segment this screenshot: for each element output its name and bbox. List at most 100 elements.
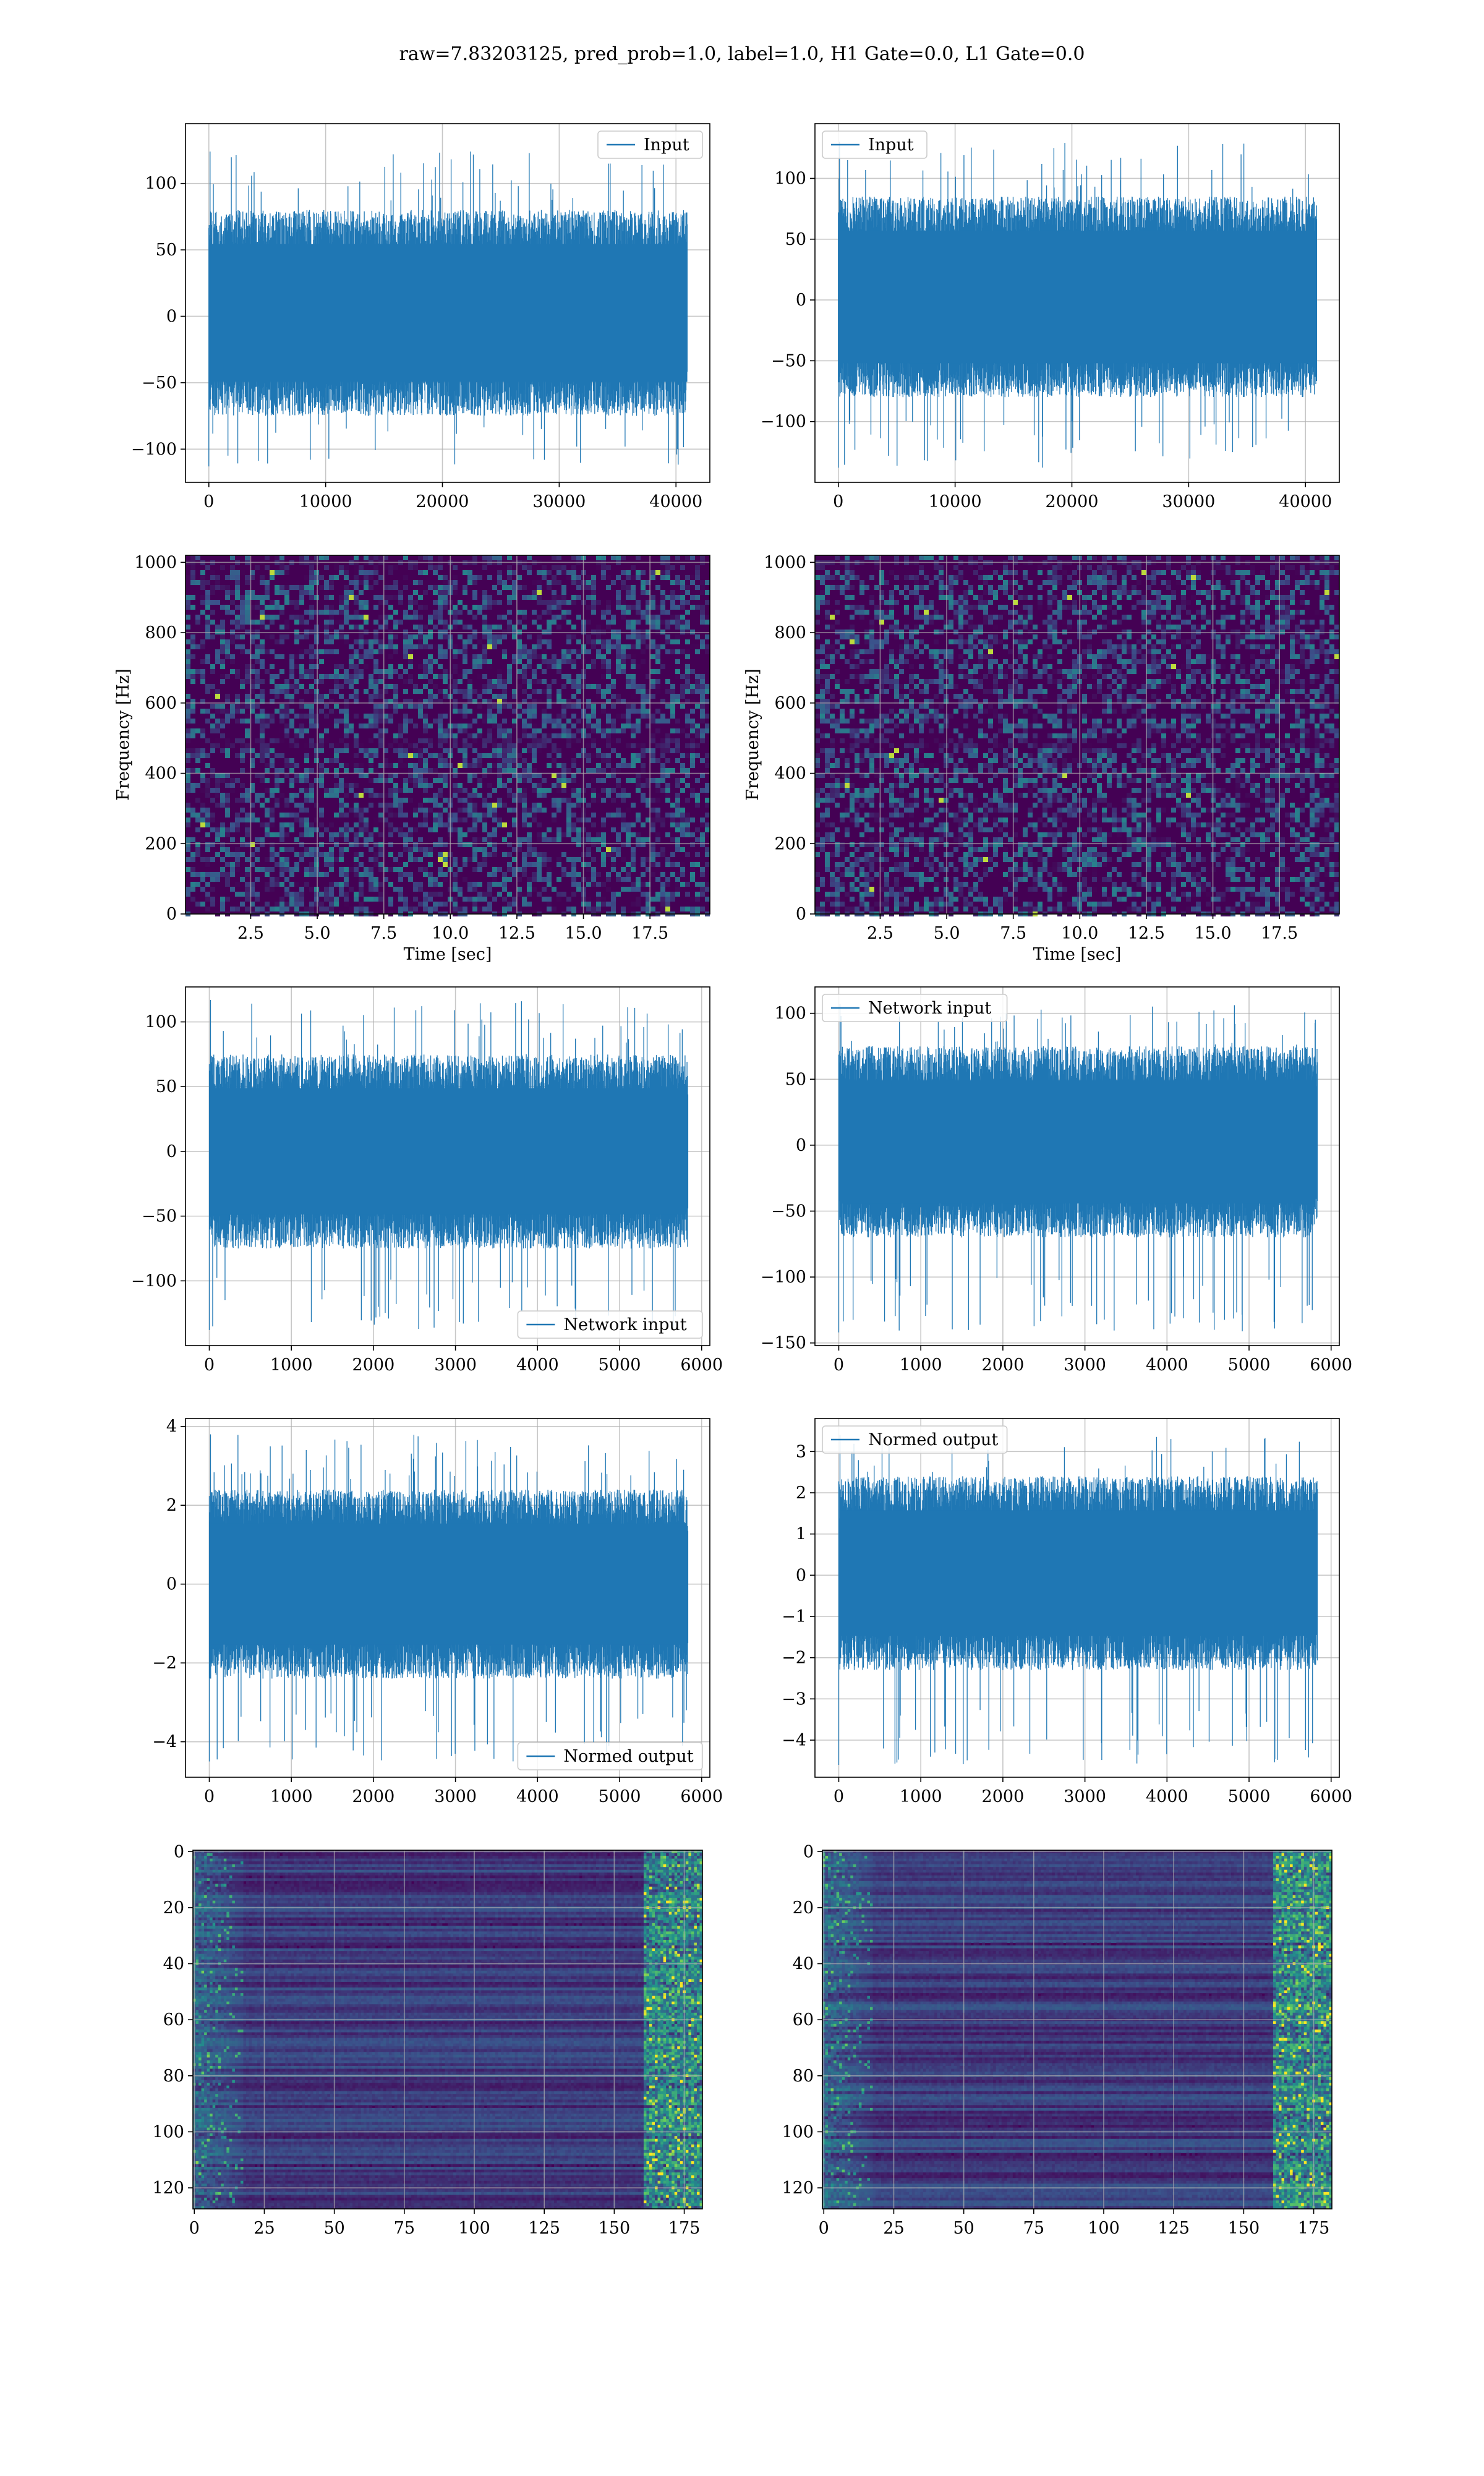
x-tick-label: 5000	[1228, 1355, 1271, 1375]
legend-r3c1: Network input	[518, 1311, 702, 1338]
y-tick-label: −4	[782, 1731, 806, 1750]
x-tick-label: 0	[204, 1355, 215, 1375]
y-tick-label: 120	[782, 2179, 814, 2198]
x-tick-label: 175	[668, 2219, 701, 2238]
x-tick-label: 40000	[649, 492, 702, 511]
x-tick-label: 2.5	[867, 924, 893, 943]
y-tick-label: 0	[796, 1136, 806, 1155]
x-tick-label: 1000	[270, 1787, 313, 1806]
y-tick-label: 80	[793, 2067, 814, 2086]
x-tick-label: 6000	[1310, 1355, 1352, 1375]
y-tick-label: −100	[131, 440, 177, 459]
x-tick-label: 30000	[1162, 492, 1215, 511]
legend-label: Network input	[563, 1315, 686, 1334]
y-tick-label: 100	[774, 1004, 806, 1023]
x-tick-label: 7.5	[1000, 924, 1026, 943]
waveform-core	[840, 231, 1315, 363]
y-tick-label: 0	[796, 1566, 806, 1585]
y-tick-label: 1000	[764, 553, 806, 572]
y-tick-label: 200	[145, 834, 177, 853]
series-r4c2	[838, 1435, 1317, 1765]
legend-label: Input	[644, 135, 689, 155]
y-tick-label: 2	[166, 1496, 177, 1515]
y-tick-label: 800	[145, 623, 177, 642]
x-tick-label: 6000	[680, 1355, 723, 1375]
x-tick-label: 0	[204, 1787, 215, 1806]
y-tick-label: −3	[782, 1689, 806, 1709]
x-tick-label: 0	[189, 2219, 200, 2238]
legend-r4c1: Normed output	[518, 1743, 702, 1770]
series-r3c2	[838, 1004, 1317, 1333]
x-tick-label: 40000	[1279, 492, 1332, 511]
y-tick-label: −100	[761, 412, 806, 432]
x-tick-label: 0	[833, 492, 843, 511]
waveform-core	[211, 1088, 686, 1215]
y-tick-label: 0	[166, 1142, 177, 1161]
y-tick-label: 40	[163, 1955, 184, 1974]
x-tick-label: 0	[203, 492, 214, 511]
heatmap-cells	[822, 1850, 1332, 2209]
x-tick-label: 50	[323, 2219, 344, 2238]
y-tick-label: −50	[142, 374, 177, 393]
y-tick-label: −4	[152, 1733, 177, 1752]
legend-r1c1: Input	[598, 131, 702, 158]
y-tick-label: 80	[163, 2067, 184, 2086]
y-tick-label: 400	[145, 764, 177, 783]
x-tick-label: 100	[458, 2219, 490, 2238]
x-tick-label: 10.0	[1061, 924, 1098, 943]
y-axis-label: Frequency [Hz]	[743, 668, 762, 800]
y-tick-label: 50	[785, 230, 806, 249]
heatmap-cells	[193, 1850, 702, 2209]
x-tick-label: 1000	[270, 1355, 313, 1375]
x-tick-label: 2000	[982, 1787, 1025, 1806]
y-tick-label: 100	[152, 2122, 184, 2141]
x-tick-label: 25	[883, 2219, 904, 2238]
x-tick-label: 10000	[929, 492, 982, 511]
x-tick-label: 3000	[434, 1787, 477, 1806]
y-tick-label: 120	[152, 2179, 184, 2198]
y-tick-label: 60	[163, 2010, 184, 2030]
x-tick-label: 30000	[532, 492, 586, 511]
series-r1c2	[838, 142, 1317, 467]
y-tick-label: 3	[796, 1442, 806, 1461]
legend-label: Normed output	[868, 1430, 998, 1449]
y-tick-label: −50	[142, 1207, 177, 1226]
y-tick-label: 100	[145, 174, 177, 194]
heatmap-r5c2	[822, 1850, 1332, 2209]
x-tick-label: 175	[1298, 2219, 1330, 2238]
y-tick-label: 0	[166, 905, 177, 924]
y-tick-label: 0	[796, 905, 806, 924]
x-tick-label: 4000	[516, 1355, 559, 1375]
x-axis-label: Time [sec]	[404, 945, 492, 964]
x-tick-label: 0	[819, 2219, 829, 2238]
x-tick-label: 5.0	[934, 924, 960, 943]
y-tick-label: 1000	[134, 553, 177, 572]
x-tick-label: 1000	[900, 1355, 942, 1375]
y-tick-label: 0	[796, 291, 806, 310]
y-tick-label: −50	[771, 1202, 806, 1221]
waveform-core	[211, 244, 686, 382]
x-tick-label: 6000	[1310, 1787, 1352, 1806]
y-tick-label: 50	[156, 241, 177, 260]
y-tick-label: 600	[774, 694, 806, 713]
x-tick-label: 4000	[516, 1787, 559, 1806]
y-tick-label: 200	[774, 834, 806, 853]
x-tick-label: 25	[254, 2219, 275, 2238]
x-tick-label: 5000	[599, 1355, 641, 1375]
x-tick-label: 15.0	[565, 924, 602, 943]
y-tick-label: −50	[771, 351, 806, 370]
x-tick-label: 10.0	[432, 924, 469, 943]
y-tick-label: 20	[793, 1898, 814, 1918]
x-tick-label: 4000	[1146, 1787, 1188, 1806]
x-tick-label: 2000	[982, 1355, 1025, 1375]
